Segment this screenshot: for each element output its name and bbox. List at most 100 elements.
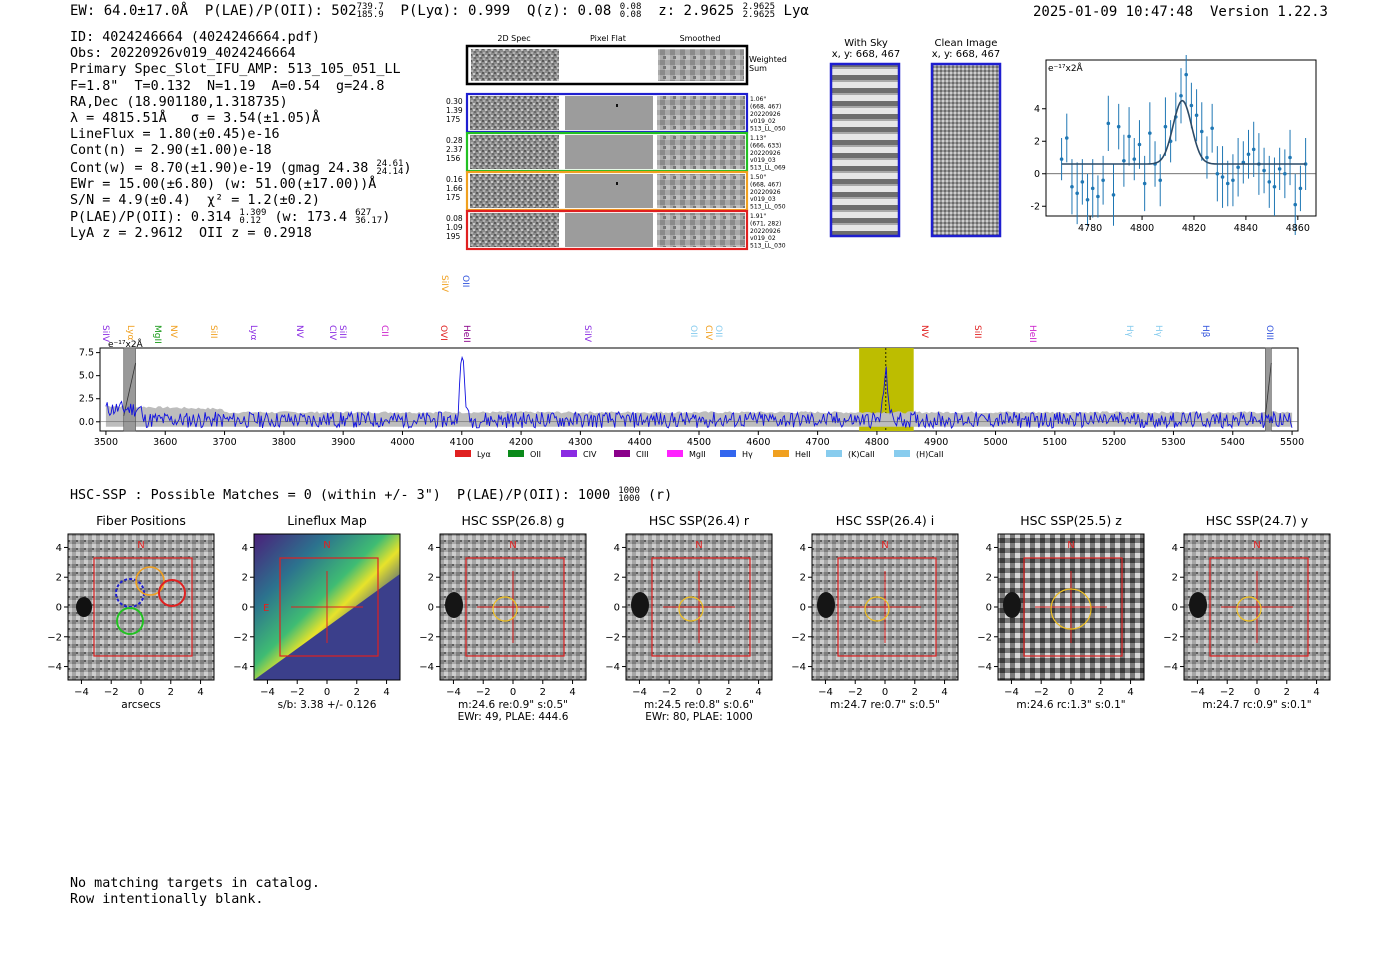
zoom-data-point bbox=[1070, 184, 1074, 189]
spectrum-xtick-label: 4000 bbox=[390, 437, 414, 448]
spectrum-xtick-label: 3600 bbox=[153, 437, 177, 448]
cutout-2d-spec bbox=[470, 174, 559, 208]
hsc-xtick-label: 4 bbox=[755, 687, 761, 698]
info-ewr: EWr = 15.00(±6.80) (w: 51.00(±17.00))Å bbox=[70, 176, 377, 192]
info-fparams: F=1.8" T=0.132 N=1.19 A=0.54 g=24.8 bbox=[70, 78, 385, 94]
hsc-ytick-label: −2 bbox=[1163, 632, 1178, 643]
hsc-caption: m:24.7 rc:0.9" s:0.1" bbox=[1202, 699, 1311, 711]
plya-value: P(Lyα): 0.999 bbox=[400, 3, 511, 19]
cutout-row-right-label: v019_02 bbox=[750, 118, 776, 125]
hsc-caption: m:24.7 re:0.7" s:0.5" bbox=[830, 699, 940, 711]
info-lambda: λ = 4815.51Å σ = 3.54(±1.05)Å bbox=[70, 111, 320, 127]
hsc-panel-title: HSC SSP(24.7) y bbox=[1206, 513, 1309, 528]
line-marker-label: Hγ bbox=[1124, 325, 1134, 338]
legend-label: OII bbox=[530, 450, 541, 459]
hsc-ytick-label: −4 bbox=[47, 662, 62, 673]
hsc-ytick-label: 0 bbox=[56, 603, 62, 614]
spectrum-ytick-label: 7.5 bbox=[79, 348, 94, 359]
zoom-ylabel: e⁻¹⁷x2Å bbox=[1048, 62, 1084, 74]
zoom-data-point bbox=[1283, 171, 1287, 176]
hsc-ytick-label: 4 bbox=[242, 543, 248, 554]
hsc-xtick-label: −2 bbox=[662, 687, 677, 698]
zoom-fit-curve bbox=[1061, 99, 1306, 165]
hsc-ytick-label: 0 bbox=[242, 603, 248, 614]
north-label: N bbox=[323, 540, 330, 551]
hsc-caption-2: EWr: 80, PLAE: 1000 bbox=[645, 711, 752, 723]
zoom-data-point bbox=[1210, 126, 1214, 131]
cutout-row-right-label: (668, 467) bbox=[750, 181, 781, 188]
cutout-row-right-label: 20220926 bbox=[750, 228, 781, 235]
hsc-xtick-label: 4 bbox=[569, 687, 575, 698]
zoom-data-point bbox=[1132, 157, 1137, 161]
hsc-ytick-label: −2 bbox=[791, 632, 806, 643]
hsc-xtick-label: −2 bbox=[848, 687, 863, 698]
zoom-data-point bbox=[1111, 193, 1116, 197]
spectrum-xtick-label: 4400 bbox=[628, 437, 652, 448]
zoom-data-point bbox=[1148, 131, 1152, 135]
fiber-circle bbox=[158, 579, 186, 607]
north-label: N bbox=[137, 540, 144, 551]
cutout-pixel-flat bbox=[565, 174, 653, 208]
hsc-panel-title: Lineflux Map bbox=[287, 513, 367, 528]
legend-label: Hγ bbox=[742, 450, 753, 459]
spectrum-xtick-label: 3900 bbox=[331, 437, 355, 448]
spectrum-xtick-label: 5400 bbox=[1221, 437, 1245, 448]
aperture-circle bbox=[864, 596, 890, 622]
qz-value: Q(z): 0.08 bbox=[526, 3, 612, 19]
neighbor-source bbox=[631, 592, 649, 618]
cutout-row-left-label: 0.08 bbox=[446, 214, 463, 223]
hsc-caption: m:24.6 re:0.9" s:0.5" bbox=[458, 699, 568, 711]
cutout-row-right-label: 513_LL_069 bbox=[750, 165, 786, 172]
hsc-ytick-label: 2 bbox=[614, 573, 620, 584]
zoom-data-point bbox=[1215, 171, 1220, 176]
col-smoothed: Smoothed bbox=[680, 34, 721, 43]
cutout-row-left-label: 1.39 bbox=[446, 106, 463, 115]
zoom-data-point bbox=[1106, 121, 1111, 126]
hsc-ytick-label: 2 bbox=[1172, 573, 1178, 584]
hsc-xtick-label: 2 bbox=[354, 687, 360, 698]
line-marker-label: OII bbox=[460, 275, 470, 287]
plae-hi: 739.7 bbox=[356, 2, 384, 12]
cutout-row-right-label: 1.91" bbox=[750, 213, 766, 220]
zoom-data-point bbox=[1205, 155, 1209, 160]
hsc-xtick-label: −2 bbox=[476, 687, 491, 698]
line-marker-label: Lyα bbox=[125, 325, 135, 341]
hsc-ytick-label: 0 bbox=[614, 603, 620, 614]
weighted-label-a: Weighted bbox=[749, 55, 787, 64]
line-marker-label: SiII bbox=[337, 325, 347, 339]
legend-swatch bbox=[561, 450, 577, 457]
hsc-xtick-label: −4 bbox=[818, 687, 833, 698]
line-id: Lyα bbox=[783, 3, 809, 19]
zoom-data-point bbox=[1288, 155, 1292, 160]
hsc-caption-2: EWr: 49, PLAE: 444.6 bbox=[458, 711, 569, 723]
zoom-data-point bbox=[1194, 113, 1199, 118]
zoom-data-point bbox=[1127, 134, 1131, 139]
zoom-ytick-label: 4 bbox=[1034, 104, 1040, 115]
zoom-data-point bbox=[1163, 124, 1168, 129]
spectrum-xtick-label: 4500 bbox=[687, 437, 711, 448]
hsc-panel-title: Fiber Positions bbox=[96, 513, 186, 528]
hsc-panel-title: HSC SSP(26.4) i bbox=[836, 513, 934, 528]
hsc-caption: arcsecs bbox=[121, 699, 160, 711]
line-marker-label: Hβ bbox=[1200, 325, 1210, 338]
cutout-row-right-label: v019_03 bbox=[750, 157, 776, 164]
hsc-xtick-label: 4 bbox=[1127, 687, 1133, 698]
spectrum-xtick-label: 4200 bbox=[509, 437, 533, 448]
hsc-ytick-label: −2 bbox=[47, 632, 62, 643]
cutout-row-left-label: 0.16 bbox=[446, 175, 463, 184]
zoom-line-chart: e⁻¹⁷x2Å 4780 4800 4820 4840 4860 -2 0 2 4 bbox=[1031, 55, 1317, 235]
spectrum-xtick-label: 4100 bbox=[450, 437, 474, 448]
plae-value: P(LAE)/P(OII): 502 bbox=[204, 3, 357, 19]
neighbor-source bbox=[76, 597, 92, 617]
hsc-content: Fiber Positions N E −4 −4 −2 −2 0 0 2 2 4 4 arcsecs Li… bbox=[47, 513, 1331, 723]
hsc-xtick-label: −2 bbox=[104, 687, 119, 698]
flat-pixel-defect bbox=[616, 182, 618, 185]
legend-label: (H)CaII bbox=[916, 450, 943, 459]
cutout-row-right-label: 20220926 bbox=[750, 150, 781, 157]
legend-label: CIV bbox=[583, 450, 597, 459]
cutout-smoothed bbox=[657, 96, 745, 130]
legend-label: HeII bbox=[795, 450, 811, 459]
version: Version 1.22.3 bbox=[1209, 4, 1328, 20]
line-marker-label: SiII bbox=[972, 325, 982, 339]
z-lo: 2.9625 bbox=[742, 10, 776, 20]
